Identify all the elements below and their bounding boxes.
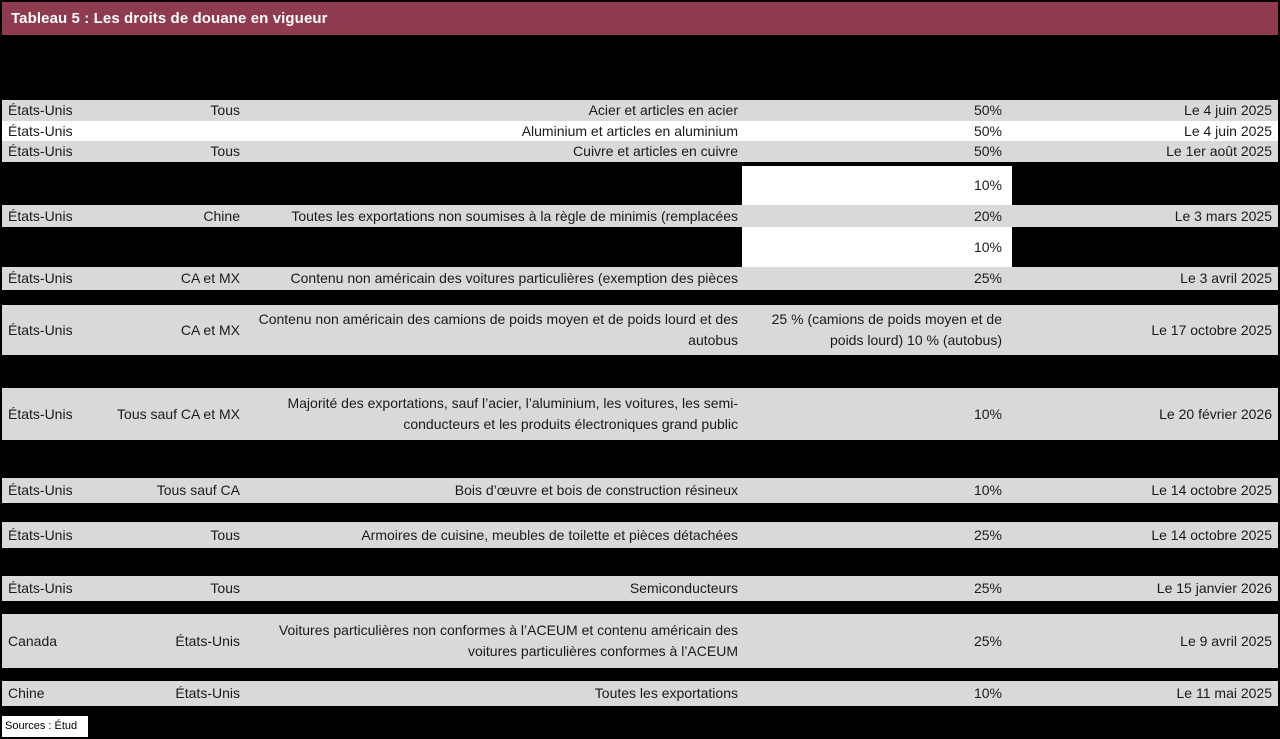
table-row: États-Unis CA et MX Contenu non américai… (2, 267, 1278, 290)
cell-rate: 50% (973, 143, 1002, 159)
cell-date: Le 4 juin 2025 (1184, 122, 1272, 139)
cell-country: États-Unis (8, 207, 73, 224)
cell-products: Contenu non américain des camions de poi… (258, 311, 738, 348)
cell-products: Semiconducteurs (629, 580, 738, 596)
table-row: États-Unis Chine Toutes les exportations… (2, 205, 1278, 227)
cell-rate: 25% (973, 270, 1002, 286)
table-row: Canada États-Unis Voitures particulières… (2, 614, 1278, 668)
cell-country: Canada (8, 632, 58, 649)
title-bar: Tableau 5 : Les droits de douane en vigu… (2, 2, 1278, 35)
cell-rate: 20% (973, 207, 1002, 224)
cell-products: Voitures particulières non conformes à l… (278, 622, 738, 659)
cell-rate: 50% (973, 102, 1002, 118)
cell-rate: 25% (973, 580, 1002, 596)
cell-date: Le 15 janvier 2026 (1156, 580, 1272, 596)
cell-target: CA et MX (180, 321, 240, 338)
cell-country: États-Unis (8, 482, 73, 498)
table-row-partial: 10% (2, 227, 1278, 267)
cell-products: Acier et articles en acier (588, 102, 738, 118)
cell-target: CA et MX (180, 270, 240, 286)
cell-products: Majorité des exportations, sauf l’acier,… (287, 395, 738, 432)
table-row: États-Unis Tous Armoires de cuisine, meu… (2, 522, 1278, 548)
cell-date: Le 3 mars 2025 (1174, 207, 1272, 224)
cell-country: États-Unis (8, 102, 73, 118)
cell-country: Chine (8, 685, 45, 701)
cell-rate: 10% (973, 405, 1002, 422)
cell-target: États-Unis (175, 685, 240, 701)
cell-country: États-Unis (8, 526, 73, 543)
cell-country: États-Unis (8, 405, 73, 422)
table-row: États-Unis Tous Cuivre et articles en cu… (2, 141, 1278, 162)
cell-rate: 25 % (camions de poids moyen et de poids… (771, 311, 1002, 348)
cell-date: Le 14 octobre 2025 (1151, 526, 1272, 543)
cell-rate: 25% (973, 632, 1002, 649)
cell-target: États-Unis (175, 632, 240, 649)
cell-products: Toutes les exportations (594, 685, 738, 701)
cell-products: Contenu non américain des voitures parti… (290, 270, 738, 286)
cell-target: Tous sauf CA (156, 482, 240, 498)
cell-products: Aluminium et articles en aluminium (521, 122, 738, 139)
cell-date: Le 4 juin 2025 (1184, 102, 1272, 118)
table-row: Chine États-Unis Toutes les exportations… (2, 681, 1278, 706)
cell-rate: 50% (973, 122, 1002, 139)
cell-target: Tous (210, 143, 240, 159)
table-row: États-Unis CA et MX Contenu non américai… (2, 305, 1278, 355)
cell-date: Le 3 avril 2025 (1180, 270, 1272, 286)
cell-rate: 10% (973, 482, 1002, 498)
page-title: Tableau 5 : Les droits de douane en vigu… (11, 10, 328, 27)
cell-date: Le 14 octobre 2025 (1151, 482, 1272, 498)
cell-date: Le 20 février 2026 (1159, 405, 1272, 422)
cell-rate: 10% (742, 166, 1012, 205)
cell-products: Bois d’œuvre et bois de construction rés… (454, 482, 738, 498)
cell-products: Cuivre et articles en cuivre (573, 143, 738, 159)
cell-products: Armoires de cuisine, meubles de toilette… (361, 526, 738, 543)
cell-country: États-Unis (8, 122, 73, 139)
cell-date: Le 9 avril 2025 (1180, 632, 1272, 649)
cell-rate: 10% (973, 685, 1002, 701)
table-row: États-Unis Aluminium et articles en alum… (2, 121, 1278, 141)
cell-date: Le 1er août 2025 (1166, 143, 1272, 159)
cell-target: Chine (203, 207, 240, 224)
cell-country: États-Unis (8, 270, 73, 286)
cell-country: États-Unis (8, 321, 73, 338)
cell-target: Tous (210, 526, 240, 543)
sources-note: Sources : Étud (2, 716, 88, 737)
table-row: États-Unis Tous sauf CA et MX Majorité d… (2, 388, 1278, 440)
table-row-partial: 10% (2, 166, 1278, 205)
cell-rate: 25% (973, 526, 1002, 543)
table-row: États-Unis Tous sauf CA Bois d’œuvre et … (2, 478, 1278, 503)
cell-target: Tous sauf CA et MX (117, 405, 240, 422)
cell-country: États-Unis (8, 580, 73, 596)
table-row: États-Unis Tous Semiconducteurs 25% Le 1… (2, 576, 1278, 601)
cell-date: Le 11 mai 2025 (1176, 685, 1272, 701)
cell-date: Le 17 octobre 2025 (1151, 321, 1272, 338)
cell-target: Tous (210, 580, 240, 596)
cell-products: Toutes les exportations non soumises à l… (291, 207, 738, 224)
cell-target: Tous (210, 102, 240, 118)
cell-country: États-Unis (8, 143, 73, 159)
cell-rate: 10% (742, 227, 1012, 267)
table-row: États-Unis Tous Acier et articles en aci… (2, 100, 1278, 121)
